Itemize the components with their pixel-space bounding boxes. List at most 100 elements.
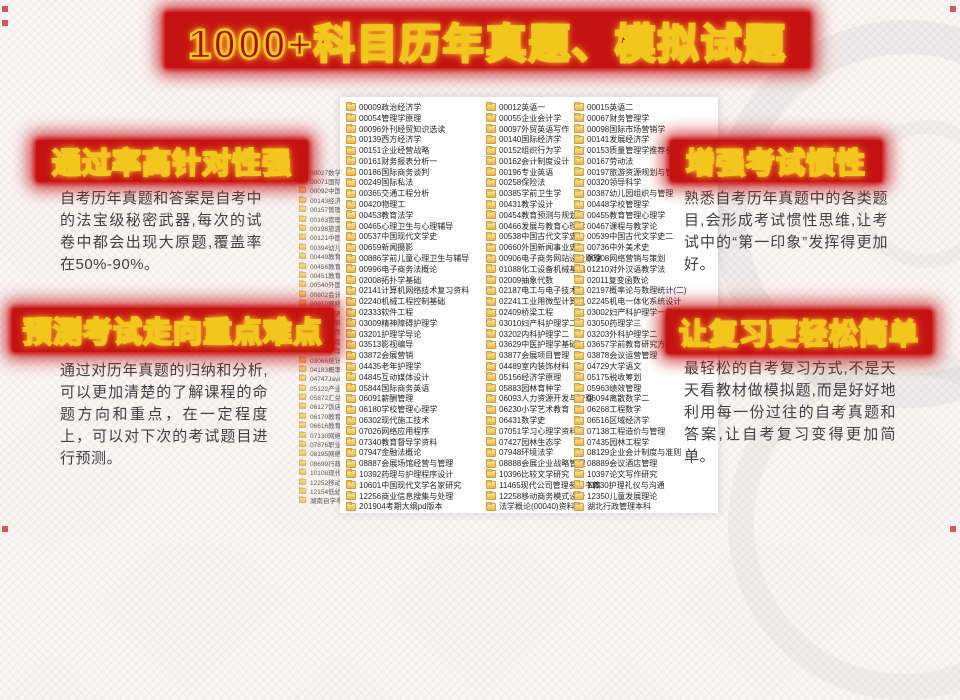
file-item[interactable]: 03513影视编导 xyxy=(346,339,485,351)
file-item[interactable]: 00538中国古代文学史一 xyxy=(486,231,585,243)
file-item[interactable]: 00908网络营销与策划 xyxy=(574,253,716,264)
file-item[interactable]: 03002妇产科护理学一专科 xyxy=(574,307,716,318)
file-item[interactable]: 06302现代施工技术 xyxy=(346,415,485,426)
file-item[interactable]: 00660外国新闻事业史 xyxy=(486,242,577,253)
file-item[interactable]: 00455教育管理心理学 xyxy=(574,210,716,221)
file-item[interactable]: 06516区域经济学 xyxy=(574,415,716,426)
file-item[interactable]: 05122产业经济学 xyxy=(299,383,419,393)
file-item[interactable]: 00387幼儿园组织与管理 xyxy=(574,188,716,199)
file-item[interactable]: 07876职业安全工程 xyxy=(299,439,419,449)
file-item[interactable]: 00448学校管理学 xyxy=(574,199,716,210)
file-item[interactable]: 01088化工设备机械基础 xyxy=(486,264,585,275)
file-item[interactable]: 04435老年护理学 xyxy=(346,361,485,372)
file-item[interactable]: 06091薪酬管理 xyxy=(346,393,485,405)
file-item[interactable]: 07427园林生态学 xyxy=(486,437,577,448)
file-item[interactable]: 03872会展营销 xyxy=(346,350,485,361)
file-item[interactable]: 05872汇兑结算工程 xyxy=(299,392,419,402)
file-item[interactable]: 00453教育法学 xyxy=(346,210,485,221)
file-item[interactable]: 05844国际商务英语 xyxy=(346,383,485,394)
file-item[interactable]: 02141计算机网络技术复习资料 xyxy=(346,285,485,297)
file-item[interactable]: 04845互动媒体设计 xyxy=(346,372,485,383)
file-item[interactable]: 10397论文写作研究 xyxy=(574,469,716,480)
file-item[interactable]: 05175税收筹划 xyxy=(574,372,716,383)
file-item[interactable]: 06180学校管理心理学 xyxy=(346,404,485,415)
file-item[interactable]: 00141发展经济学 xyxy=(574,134,716,145)
file-item[interactable]: 01210对外汉语教学法 xyxy=(574,264,716,275)
file-item[interactable]: 00167劳动法 xyxy=(574,156,716,167)
file-item[interactable]: 湖北行政管理本科 xyxy=(574,501,716,512)
file-item[interactable]: 00152组织行为学 xyxy=(486,145,577,156)
file-item[interactable]: 06127饭店美学 xyxy=(299,402,419,411)
file-item[interactable]: 02245机电一体化系统设计 xyxy=(574,296,716,307)
file-item[interactable]: 00009政治经济学 xyxy=(346,102,485,113)
file-item[interactable]: 10601中国现代文学名家研究 xyxy=(346,480,485,491)
file-item[interactable]: 07051学习心理学资料 xyxy=(486,426,577,437)
file-item[interactable]: 00537中国现代文学史 xyxy=(346,231,485,243)
file-item[interactable]: 06094离散数学二 xyxy=(574,393,716,405)
file-item[interactable]: 03009精神障碍护理学 xyxy=(346,318,485,329)
file-item[interactable]: 03878会议运营管理 xyxy=(574,350,716,361)
file-item[interactable]: 201904考期大纲pd版本 xyxy=(346,501,485,512)
file-item[interactable]: 03202内科护理学二 xyxy=(486,329,577,340)
file-item[interactable]: 00249国际私法 xyxy=(346,177,485,189)
file-item[interactable]: 02241工业用微型计算机 xyxy=(486,296,585,307)
file-item[interactable]: 03657学前教育研究方法 xyxy=(574,339,716,351)
file-item[interactable]: 00385学前卫生学 xyxy=(486,188,577,199)
file-item[interactable]: 00420物理工 xyxy=(346,199,485,210)
file-item[interactable]: 00143经济思想史 xyxy=(299,195,419,205)
file-item[interactable]: 03203外科护理学二 xyxy=(574,329,716,340)
file-item[interactable]: 06431数学史 xyxy=(486,415,577,426)
file-item[interactable]: 00365交通工程分析 xyxy=(346,188,485,199)
file-item[interactable]: 00096外刊经贸知识选读 xyxy=(346,123,485,135)
file-item[interactable]: 02197概率论与数理统计(二) xyxy=(574,285,716,297)
file-item[interactable]: 00320领导科学 xyxy=(574,177,716,189)
file-item[interactable]: 02009抽象代数 xyxy=(486,275,577,286)
file-item[interactable]: 11530护理礼仪与沟通 xyxy=(574,480,716,491)
file-item[interactable]: 00451教育经济学 xyxy=(299,270,419,280)
file-item[interactable]: 00092中国对外贸易 xyxy=(299,186,419,195)
file-item[interactable]: 02187电工与电子技术 xyxy=(486,285,577,297)
file-item[interactable]: 03877会展项目管理 xyxy=(486,350,577,361)
file-item[interactable]: 11465现代公司管理参考书籍 xyxy=(486,480,601,491)
file-item[interactable]: 10396比较文学研究 xyxy=(486,469,577,480)
file-item[interactable]: 00996电子商务法概论 xyxy=(346,264,485,275)
file-item[interactable]: 00012英语一 xyxy=(486,102,577,113)
file-item[interactable]: 00121中国文化概论 xyxy=(299,233,419,242)
file-item[interactable]: 00097外贸英语写作 xyxy=(486,123,577,135)
file-item[interactable]: 00431教学设计 xyxy=(486,199,577,210)
file-item[interactable]: 02240机械工程控制基础 xyxy=(346,296,485,307)
file-item[interactable]: 07340教育督导学资料 xyxy=(346,437,485,448)
file-item[interactable]: 00454教育预测与规划 xyxy=(486,210,577,221)
file-item[interactable]: 08129企业会计制度与准则 xyxy=(574,447,716,459)
file-item[interactable]: 06230小学艺术教育 xyxy=(486,404,577,415)
file-item[interactable]: 02409桥梁工程 xyxy=(486,307,577,318)
file-item[interactable]: 00098国际市场营销学 xyxy=(574,123,716,135)
file-item[interactable]: 00153质量管理学推荐参考书籍 xyxy=(574,145,716,156)
file-item[interactable]: 07948环境法学 xyxy=(486,447,577,459)
file-item[interactable]: 06093人力资源开发与管理 xyxy=(486,393,593,405)
file-item[interactable]: 03629中医护理学基础 xyxy=(486,339,577,351)
file-item[interactable]: 00539中国古代文学史二 xyxy=(574,231,716,243)
file-item[interactable]: 00394幼儿园课程 xyxy=(299,242,419,252)
file-item[interactable]: 00186国际商务谈判 xyxy=(346,167,485,178)
file-item[interactable]: 00067财务管理学 xyxy=(574,113,716,124)
file-item[interactable]: 00736中外美术史 xyxy=(574,242,716,253)
file-item[interactable]: 08889会议酒店管理 xyxy=(574,458,716,469)
file-item[interactable]: 00449教育管理原理 xyxy=(299,252,419,261)
file-item[interactable]: 00161财务报表分析一 xyxy=(346,156,485,167)
file-item[interactable]: 00151企业经营战略 xyxy=(346,145,485,156)
file-item[interactable]: 02011复变函数论 xyxy=(574,275,716,286)
file-item[interactable]: 08887会展场馆经营与管理 xyxy=(346,458,485,469)
file-item[interactable]: 00906电子商务网站设计原理 xyxy=(486,253,601,264)
file-item[interactable]: 00140国际经济学 xyxy=(486,134,577,145)
file-item[interactable]: 12252移动商务管理 xyxy=(299,477,419,487)
file-item[interactable]: 05883园林育种学 xyxy=(486,383,577,394)
file-item[interactable]: 07947金融法概论 xyxy=(346,447,485,459)
file-item[interactable]: 00015英语二 xyxy=(574,102,716,113)
file-item[interactable]: 00802会计学 xyxy=(299,289,419,299)
file-item[interactable]: 07138工程造价与管理 xyxy=(574,426,716,437)
file-item[interactable]: 00162会计制度设计 xyxy=(486,156,577,167)
file-item[interactable]: 04489室内装饰材料 xyxy=(486,361,577,372)
file-item[interactable]: 12256商业信息搜集与处理 xyxy=(346,491,485,502)
file-item[interactable]: 12350儿童发展理论 xyxy=(574,491,716,502)
